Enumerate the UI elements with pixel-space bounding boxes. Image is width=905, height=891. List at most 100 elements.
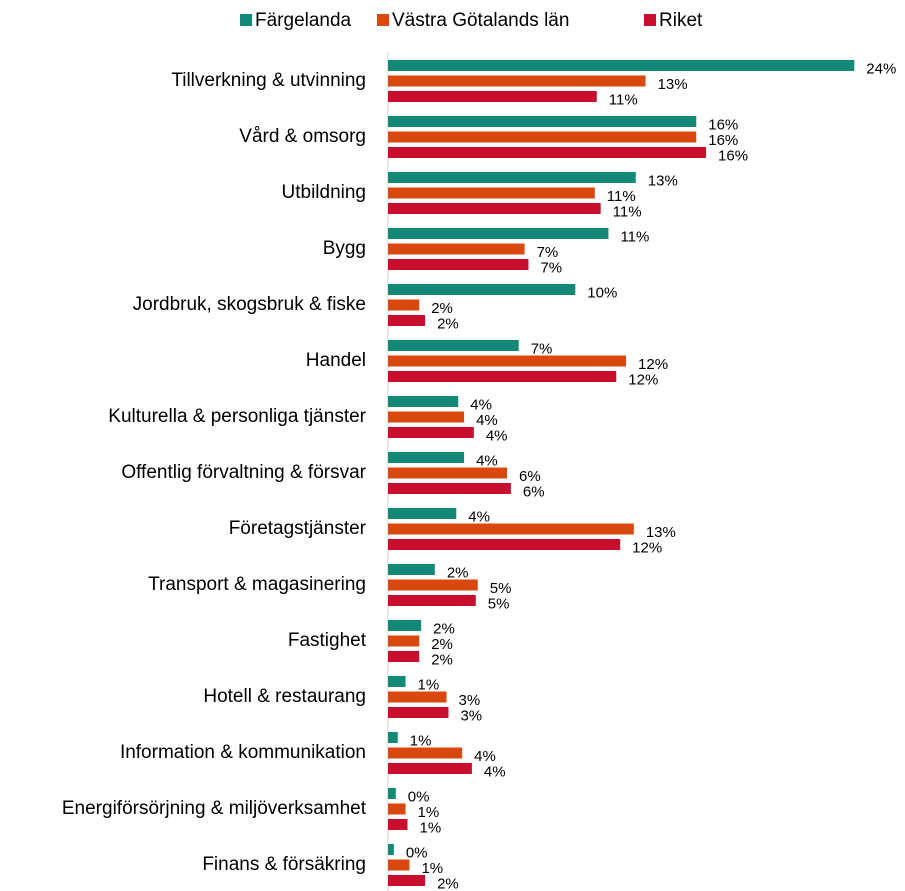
value-label: 1%	[418, 804, 440, 821]
value-label: 2%	[431, 651, 453, 668]
value-label: 0%	[408, 788, 430, 805]
value-label: 7%	[537, 244, 559, 261]
bar	[388, 788, 396, 799]
value-label: 13%	[658, 76, 688, 93]
bar	[388, 651, 420, 662]
category-label: Offentlig förvaltning & försvar	[121, 462, 366, 483]
bar	[388, 620, 422, 631]
category-label: Bygg	[323, 238, 366, 259]
legend-label: Västra Götalands län	[392, 10, 569, 31]
value-label: 4%	[484, 763, 506, 780]
value-label: 7%	[540, 259, 562, 276]
bar	[388, 284, 576, 295]
bar	[388, 315, 426, 326]
value-label: 3%	[460, 707, 482, 724]
bar	[388, 427, 474, 438]
category-label: Finans & försäkring	[202, 854, 366, 875]
value-label: 4%	[468, 508, 490, 525]
value-label: 2%	[431, 300, 453, 317]
legend-label: Färgelanda	[255, 10, 352, 31]
value-label: 2%	[431, 636, 453, 653]
bar	[388, 355, 627, 367]
bar	[388, 116, 697, 127]
bar	[388, 635, 420, 647]
category-label: Transport & magasinering	[148, 574, 366, 595]
bar	[388, 228, 609, 239]
bar	[388, 259, 529, 270]
bar	[388, 187, 595, 199]
category-label: Kulturella & personliga tjänster	[108, 406, 366, 427]
bar	[388, 579, 478, 591]
value-label: 6%	[523, 483, 545, 500]
value-label: 12%	[628, 371, 658, 388]
value-label: 4%	[474, 748, 496, 765]
legend-swatch	[377, 14, 389, 26]
bar	[388, 91, 597, 102]
value-label: 2%	[437, 315, 459, 332]
bar	[388, 243, 525, 255]
value-label: 5%	[490, 580, 512, 597]
value-label: 2%	[447, 564, 469, 581]
bar	[388, 396, 459, 407]
value-label: 1%	[418, 676, 440, 693]
bar	[388, 819, 408, 830]
value-label: 16%	[708, 132, 738, 149]
value-label: 11%	[620, 228, 649, 245]
value-label: 16%	[708, 116, 738, 133]
value-label: 0%	[406, 844, 428, 861]
bar	[388, 844, 394, 855]
legend-swatch	[240, 14, 252, 26]
category-label: Fastighet	[288, 630, 367, 651]
value-label: 13%	[646, 524, 676, 541]
bar	[388, 523, 634, 535]
category-label: Utbildning	[282, 182, 367, 203]
category-label: Jordbruk, skogsbruk & fiske	[133, 294, 366, 315]
bar	[388, 75, 646, 87]
bar	[388, 763, 472, 774]
value-label: 24%	[866, 60, 896, 77]
bar	[388, 203, 601, 214]
bar	[388, 452, 465, 463]
category-label: Vård & omsorg	[239, 126, 366, 147]
bar	[388, 539, 621, 550]
category-label: Hotell & restaurang	[203, 686, 366, 707]
bar	[388, 483, 511, 494]
value-label: 4%	[476, 412, 498, 429]
value-label: 12%	[632, 539, 662, 556]
value-label: 11%	[609, 91, 638, 108]
bar	[388, 411, 465, 423]
category-label: Information & kommunikation	[120, 742, 366, 763]
bar	[388, 691, 447, 703]
bar	[388, 747, 463, 759]
bar	[388, 340, 519, 351]
value-label: 1%	[420, 819, 442, 836]
value-label: 12%	[638, 356, 668, 373]
value-label: 2%	[433, 620, 455, 637]
bar	[388, 131, 697, 143]
value-label: 10%	[587, 284, 617, 301]
value-label: 7%	[531, 340, 553, 357]
bar	[388, 732, 398, 743]
bar	[388, 803, 406, 815]
bar	[388, 371, 617, 382]
value-label: 2%	[437, 875, 459, 891]
bar	[388, 147, 707, 158]
category-label: Företagstjänster	[229, 518, 367, 539]
bar	[388, 595, 476, 606]
value-label: 1%	[421, 860, 443, 877]
bar	[388, 859, 410, 871]
bar	[388, 299, 420, 311]
category-label: Energiförsörjning & miljöverksamhet	[62, 798, 367, 819]
value-label: 6%	[519, 468, 541, 485]
legend-swatch	[644, 14, 656, 26]
value-label: 4%	[470, 396, 492, 413]
value-label: 4%	[486, 427, 508, 444]
bar	[388, 508, 457, 519]
bar	[388, 875, 426, 886]
value-label: 11%	[613, 203, 642, 220]
bar	[388, 564, 435, 575]
value-label: 1%	[410, 732, 432, 749]
legend-label: Riket	[659, 10, 703, 31]
bar	[388, 676, 406, 687]
